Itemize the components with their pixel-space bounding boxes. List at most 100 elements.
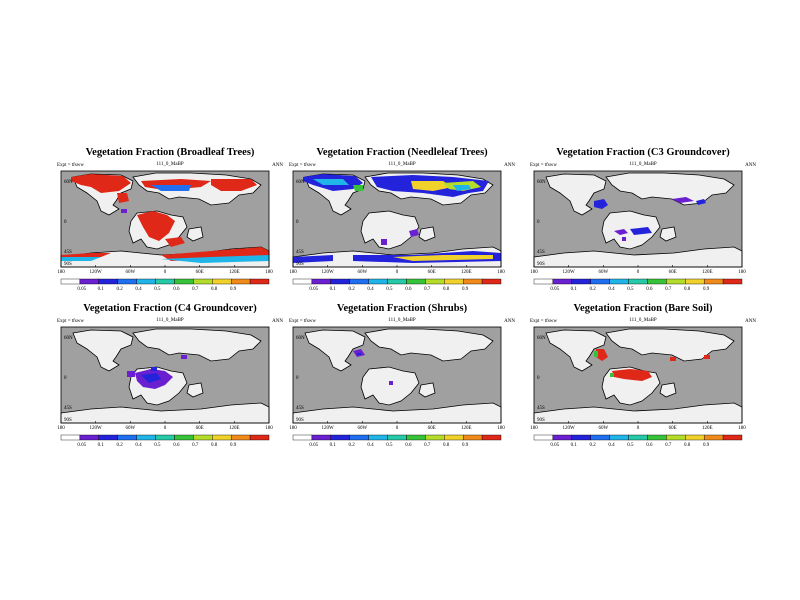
vegetation-patch xyxy=(672,197,694,203)
expt-label: Expt = tfsww xyxy=(57,163,84,168)
case-label: 111_0_MaBP xyxy=(388,318,416,323)
colorbar-segment xyxy=(368,434,388,441)
lon-tick-label: 180 xyxy=(265,426,273,431)
colorbar-label: 0.8 xyxy=(211,287,218,292)
colorbar-segment xyxy=(425,434,445,441)
map-content xyxy=(60,172,270,268)
panel-broadleaf: Vegetation Fraction (Broadleaf Trees) Ex… xyxy=(57,147,283,297)
map-c4: 60N 0 45S 90S 180 120W 60W 0 60E 120E 180 0.05 0.1 0.… xyxy=(57,326,273,448)
lat-tick-label: 45S xyxy=(296,250,304,255)
lon-tick-label: 180 xyxy=(530,270,538,275)
vegetation-patch xyxy=(151,185,191,191)
lon-tick-label: 60W xyxy=(125,426,135,431)
lon-tick-label: 120W xyxy=(322,426,335,431)
colorbar-segment xyxy=(481,434,502,441)
lat-tick-label: 45S xyxy=(296,406,304,411)
lon-tick-label: 120W xyxy=(90,426,103,431)
colorbar-segment xyxy=(571,278,591,285)
colorbar-label: 0.05 xyxy=(309,443,318,448)
colorbar-label: 0.2 xyxy=(116,287,123,292)
lat-tick-label: 0 xyxy=(537,220,540,225)
lon-tick-label: 0 xyxy=(637,426,640,431)
colorbar-segment xyxy=(155,278,175,285)
lon-tick-label: 60W xyxy=(598,426,608,431)
season-label: ANN xyxy=(272,163,283,168)
land-south-india xyxy=(659,226,677,242)
lon-tick-label: 180 xyxy=(289,426,297,431)
panel-title: Vegetation Fraction (Broadleaf Trees) xyxy=(85,147,255,158)
lon-tick-label: 120E xyxy=(229,270,240,275)
colorbar-segment xyxy=(79,278,100,285)
vegetation-patch xyxy=(141,373,161,383)
vegetation-patch xyxy=(696,199,706,205)
lon-tick-label: 120W xyxy=(563,270,576,275)
land-south-india xyxy=(418,382,436,398)
vegetation-patch xyxy=(117,193,129,203)
colorbar-label: 0.5 xyxy=(154,287,161,292)
vegetation-patch xyxy=(357,353,361,355)
colorbar-segment xyxy=(685,434,705,441)
lat-tick-label: 90S xyxy=(64,262,72,267)
lon-tick-label: 60W xyxy=(125,270,135,275)
lon-tick-label: 0 xyxy=(164,426,167,431)
colorbar-segment xyxy=(174,278,194,285)
colorbar-segment xyxy=(249,278,270,285)
lon-tick-label: 60E xyxy=(428,426,436,431)
lon-tick-label: 180 xyxy=(289,270,297,275)
vegetation-patch xyxy=(594,199,608,209)
lon-tick-label: 60E xyxy=(669,426,677,431)
map-baresoil: 60N 0 45S 90S 180 120W 60W 0 60E 120E 180 0.05 0.1 0.… xyxy=(530,326,746,448)
lat-tick-label: 60N xyxy=(537,336,546,341)
vegetation-patch xyxy=(353,185,363,191)
panel-title: Vegetation Fraction (Bare Soil) xyxy=(573,303,713,314)
season-label: ANN xyxy=(745,163,756,168)
colorbar-label: 0.4 xyxy=(367,287,374,292)
expt-label: Expt = tfsww xyxy=(289,319,316,324)
colorbar-label: 0.4 xyxy=(608,443,615,448)
season-label: ANN xyxy=(272,319,283,324)
colorbar-label: 0.6 xyxy=(173,443,180,448)
colorbar-segment xyxy=(117,434,137,441)
land-south-india xyxy=(418,226,436,242)
colorbar-segment xyxy=(330,434,350,441)
colorbar-label: 0.1 xyxy=(571,287,578,292)
colorbar-label: 0.7 xyxy=(192,287,199,292)
colorbar-segment xyxy=(425,278,445,285)
map-content xyxy=(60,328,270,424)
lon-tick-label: 60E xyxy=(196,270,204,275)
lat-tick-label: 90S xyxy=(296,418,304,423)
lat-tick-label: 45S xyxy=(537,406,545,411)
colorbar-label: 0.6 xyxy=(405,287,412,292)
lat-tick-label: 45S xyxy=(64,250,72,255)
land-africa-south-america xyxy=(360,366,420,406)
colorbar-segment xyxy=(249,434,270,441)
lon-tick-label: 120E xyxy=(461,426,472,431)
lon-tick-label: 0 xyxy=(396,270,399,275)
panel-title: Vegetation Fraction (Needleleaf Trees) xyxy=(316,147,488,158)
colorbar-label: 0.9 xyxy=(462,287,469,292)
colorbar-label: 0.2 xyxy=(348,287,355,292)
vegetation-patch xyxy=(596,349,608,361)
colorbar-segment xyxy=(552,434,573,441)
expt-label: Expt = tfsww xyxy=(289,163,316,168)
vegetation-patch xyxy=(411,181,453,191)
land-eurasia xyxy=(364,328,494,362)
vegetation-patch xyxy=(409,229,419,237)
lon-tick-label: 180 xyxy=(738,270,746,275)
vegetation-patch xyxy=(393,255,493,261)
lat-tick-label: 60N xyxy=(64,336,73,341)
land-africa-south-america xyxy=(360,210,420,250)
lon-tick-label: 180 xyxy=(738,426,746,431)
lon-tick-label: 180 xyxy=(530,426,538,431)
vegetation-patch xyxy=(165,237,185,247)
lon-tick-label: 180 xyxy=(497,270,505,275)
map-c3: 60N 0 45S 90S 180 120W 60W 0 60E 120E 180 0.05 0.1 0.… xyxy=(530,170,746,292)
vegetation-patch xyxy=(71,174,131,193)
lon-tick-label: 60E xyxy=(428,270,436,275)
vegetation-patch xyxy=(211,179,257,191)
colorbar-label: 0.9 xyxy=(703,443,710,448)
lon-tick-label: 0 xyxy=(396,426,399,431)
colorbar-label: 0.9 xyxy=(462,443,469,448)
colorbar-label: 0.5 xyxy=(154,443,161,448)
colorbar-label: 0.5 xyxy=(386,287,393,292)
